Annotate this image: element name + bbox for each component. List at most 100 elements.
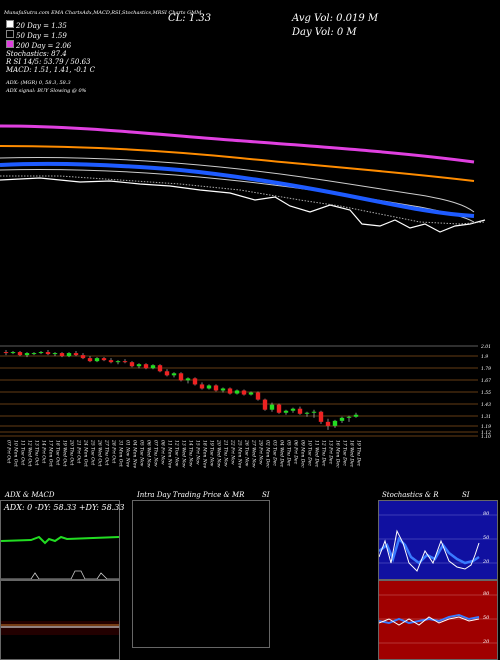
date-tick-label: 25 Tue Oct [90,439,96,465]
date-axis: 07 Fri Oct 10 Mon Oct 11 Tue Oct 12 Wed Oct… [6,439,362,468]
candle-up [136,364,142,367]
date-tick-label: 11 Wed Dec [314,440,320,468]
candle-down [17,352,23,356]
ema100-line [0,145,475,182]
close-label: CL: 1.33 [168,13,212,24]
date-tick-label: 05 Thu Dec [286,440,292,467]
price-axis: 2.01 1.9 1.79 1.67 1.55 1.43 1.31 1.191.121.10 [480,344,491,440]
date-tick-label: 25 Mon Nov [237,439,243,468]
stoch-panel-title: Stochastics & R [382,491,439,499]
rsi-tick-20: 20 [483,639,490,645]
candle-down [318,411,324,422]
adx-summary: ADX: (MGR) 0, 58.3, 58.3 [6,80,71,86]
date-tick-label: 28 Fri Oct [111,439,117,464]
stochastics-value: Stochastics: 87.4 [6,50,67,58]
stoch-si: SI [462,491,470,499]
candle-down [108,360,114,363]
ema200-line [0,124,475,164]
candle-up [31,353,37,355]
candle-up [115,361,121,363]
date-tick-label: 27 Wed Nov [251,439,257,468]
candle-up [24,353,30,356]
candle-down [164,371,170,376]
candle-down [157,365,163,372]
date-tick-label: 07 Thu Nov [153,440,159,467]
date-tick-label: 03 Tue Dec [272,440,278,466]
date-tick-label: 17 Tue Dec [342,440,348,466]
candle-down [192,378,198,385]
candle-up [10,352,16,354]
candle-down [262,399,268,410]
date-tick-label: 05 Tue Nov [139,440,145,467]
ema-chart [0,124,486,233]
candle-up [248,392,254,395]
candle-down [87,358,93,362]
intraday-panel-title: Intra Day Trading Price & MR [137,491,245,499]
date-tick-label: 12 Thu Dec [321,440,327,467]
date-tick-label: 18 Mon Nov [202,440,208,468]
price-tick-label: 2.01 [480,344,491,350]
stochastics-panel: 80 50 20 [378,500,498,580]
rsi-panel: 80 50 20 [378,580,498,660]
ema20-value: 20 Day = 1.35 [16,22,67,30]
date-tick-label: 13 Fri Dec [328,440,334,465]
adx-signal: ADX signal: BUY Slowing @ 0% [6,88,87,94]
macd-lines [1,621,119,635]
price-tick-label: 1.55 [481,390,491,396]
candle-up [353,414,359,417]
candle-down [241,390,247,395]
date-tick-label: 20 Wed Nov [216,439,222,468]
date-tick-label: 21 Fri Oct [76,439,82,464]
price-tick-label: 1.43 [481,402,491,408]
ema20-label: 20 Day = 1.35 [6,20,67,30]
candle-down [59,353,65,357]
date-tick-label: 24 Mon Oct [83,439,89,467]
date-tick-label: 29 Fri Nov [258,439,264,465]
candle-down [101,358,107,361]
date-tick-label: 19 Wed Oct [62,440,68,467]
candle-up [283,410,289,413]
stochastics-lines [379,514,497,572]
stoch-tick-20: 20 [483,559,490,565]
candle-down [45,352,51,355]
candle-down [276,404,282,413]
date-tick-label: 14 Fri Oct [41,440,47,464]
date-tick-label: 06 Wed Nov [146,440,152,468]
intraday-panel [132,500,270,648]
date-tick-label: 06 Fri Dec [293,440,299,465]
date-tick-label: 14 Thu Nov [188,440,194,467]
date-tick-label: 17 Mon Oct [48,440,54,467]
date-tick-label: 18 Wed Dec [349,440,355,468]
candle-up [269,404,275,410]
date-tick-label: 20 Thu Oct [69,439,75,466]
avg-volume: Avg Vol: 0.019 M [292,13,379,24]
candle-down [227,388,233,394]
date-tick-label: 27 Thu Oct [104,439,110,466]
macd-value: MACD: 1.51, 1.41, -0.1 C [6,66,95,74]
date-tick-label: 16 Mon Dec [335,440,341,468]
ema200-label: 200 Day = 2.06 [6,40,71,50]
candle-up [304,412,310,414]
date-tick-label: 15 Fri Nov [195,440,201,465]
rsi-lines [379,594,497,644]
intraday-si: SI [262,491,270,499]
adx-panel-title: ADX & MACD [5,491,55,499]
candle-down [178,373,184,381]
price-tick-label: 1.19 [481,424,491,430]
candle-up [332,420,338,426]
candle-down [255,392,261,400]
candle-up [52,353,58,355]
ema20-line [0,177,486,233]
date-tick-label: 19 Tue Nov [209,440,215,467]
ema200-value: 200 Day = 2.06 [16,42,72,50]
adx-panel: ADX: 0 -DY: 58.33 +DY: 58.33 [0,500,124,580]
candle-down [213,385,219,391]
ema-envelope-upper [0,156,475,213]
date-tick-label: 08 Fri Nov [160,440,166,465]
date-tick-label: 22 Fri Nov [230,439,236,465]
candle-up [185,378,191,381]
header-top-line: MunafaSutra.com EMA ChartsAdx,MACD,RSI,S… [4,10,202,16]
date-tick-label: 02 Mon Dec [265,440,271,468]
date-tick-label: 31 Mon Oct [118,440,124,467]
candle-down [3,352,9,354]
